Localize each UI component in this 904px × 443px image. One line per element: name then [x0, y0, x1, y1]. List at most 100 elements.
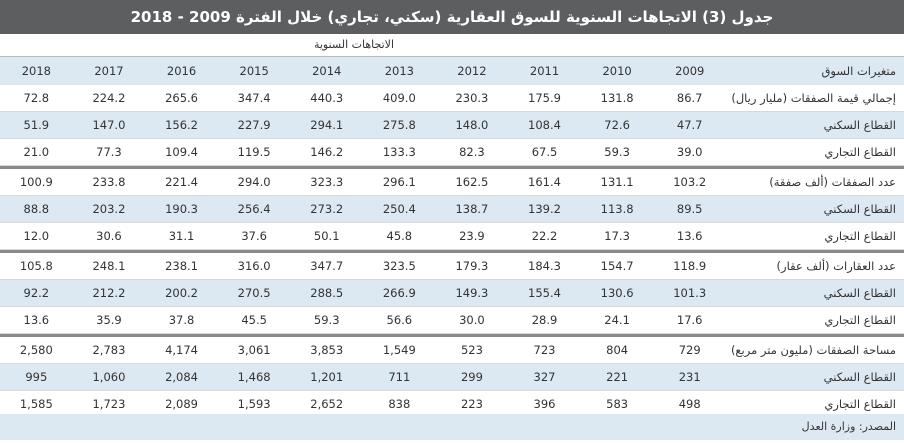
cell-value: 59.3	[290, 306, 364, 334]
cell-value: 1,468	[217, 363, 291, 391]
row-label: القطاع التجاري	[726, 390, 904, 418]
row-label: مساحة الصفقات (مليون متر مربع)	[726, 337, 904, 364]
cell-value: 30.6	[72, 222, 146, 250]
cell-value: 22.2	[508, 222, 581, 250]
cell-value: 294.1	[290, 111, 364, 139]
cell-value: 2,783	[72, 337, 146, 364]
cell-value: 12.0	[0, 222, 73, 250]
cell-value: 3,061	[217, 337, 291, 364]
row-label: القطاع السكني	[726, 363, 904, 391]
year-header: 2016	[145, 56, 218, 85]
separator-cell	[0, 165, 904, 169]
cell-value: 31.1	[145, 222, 218, 250]
cell-value: 89.5	[653, 195, 726, 223]
data-row: القطاع السكني 231 221 327 299 711 1,201 1,468 2,…	[0, 363, 904, 391]
row-label: إجمالي قيمة الصفقات (مليار ريال)	[726, 85, 904, 112]
year-header: 2010	[580, 56, 654, 85]
cell-value: 28.9	[508, 306, 581, 334]
cell-value: 221	[580, 363, 654, 391]
cell-value: 190.3	[145, 195, 218, 223]
year-header: 2018	[0, 56, 73, 85]
cell-value: 101.3	[653, 279, 726, 307]
data-row: إجمالي قيمة الصفقات (مليار ريال) 86.7 131.…	[0, 85, 904, 112]
cell-value: 265.6	[145, 85, 218, 112]
cell-value: 119.5	[217, 138, 291, 166]
cell-value: 23.9	[435, 222, 509, 250]
cell-value: 327	[508, 363, 581, 391]
source-note: المصدر: وزارة العدل	[0, 414, 904, 440]
cell-value: 231	[653, 363, 726, 391]
cell-value: 184.3	[508, 253, 581, 280]
cell-value: 37.6	[217, 222, 291, 250]
cell-value: 347.7	[290, 253, 364, 280]
cell-value: 440.3	[290, 85, 364, 112]
cell-value: 59.3	[580, 138, 654, 166]
cell-value: 45.5	[217, 306, 291, 334]
cell-value: 221.4	[145, 169, 218, 196]
row-label: عدد العقارات (ألف عقار)	[726, 253, 904, 280]
cell-value: 37.8	[145, 306, 218, 334]
cell-value: 108.4	[508, 111, 581, 139]
cell-value: 35.9	[72, 306, 146, 334]
cell-value: 3,853	[290, 337, 364, 364]
cell-value: 1,201	[290, 363, 364, 391]
separator-cell	[0, 333, 904, 337]
year-header: 2009	[653, 56, 726, 85]
cell-value: 288.5	[290, 279, 364, 307]
cell-value: 56.6	[363, 306, 436, 334]
data-row: القطاع السكني 101.3 130.6 155.4 149.3 266.9 28…	[0, 279, 904, 307]
header-row: متغيرات السوق 2009 2010 2011 2012 2013 2014 201…	[0, 56, 904, 85]
cell-value: 161.4	[508, 169, 581, 196]
group-separator	[0, 333, 904, 337]
row-label: القطاع التجاري	[726, 222, 904, 250]
cell-value: 39.0	[653, 138, 726, 166]
cell-value: 266.9	[363, 279, 436, 307]
cell-value: 72.8	[0, 85, 73, 112]
year-header: 2015	[217, 56, 291, 85]
row-label: القطاع السكني	[726, 111, 904, 139]
cell-value: 323.3	[290, 169, 364, 196]
cell-value: 88.8	[0, 195, 73, 223]
cell-value: 139.2	[508, 195, 581, 223]
cell-value: 118.9	[653, 253, 726, 280]
cell-value: 223	[435, 390, 509, 418]
cell-value: 147.0	[72, 111, 146, 139]
year-header: 2017	[72, 56, 146, 85]
data-row: القطاع التجاري 17.6 24.1 28.9 30.0 56.6 59.3 45…	[0, 306, 904, 334]
cell-value: 2,580	[0, 337, 73, 364]
cell-value: 233.8	[72, 169, 146, 196]
cell-value: 130.6	[580, 279, 654, 307]
cell-value: 138.7	[435, 195, 509, 223]
data-table: متغيرات السوق 2009 2010 2011 2012 2013 2014 201…	[0, 56, 904, 418]
cell-value: 804	[580, 337, 654, 364]
row-label: القطاع التجاري	[726, 306, 904, 334]
cell-value: 316.0	[217, 253, 291, 280]
data-row: مساحة الصفقات (مليون متر مربع) 729 804 723 5…	[0, 337, 904, 364]
cell-value: 30.0	[435, 306, 509, 334]
cell-value: 100.9	[0, 169, 73, 196]
cell-value: 200.2	[145, 279, 218, 307]
cell-value: 131.8	[580, 85, 654, 112]
cell-value: 24.1	[580, 306, 654, 334]
cell-value: 13.6	[0, 306, 73, 334]
separator-cell	[0, 249, 904, 253]
cell-value: 155.4	[508, 279, 581, 307]
cell-value: 1,723	[72, 390, 146, 418]
cell-value: 67.5	[508, 138, 581, 166]
cell-value: 729	[653, 337, 726, 364]
cell-value: 4,174	[145, 337, 218, 364]
row-label: القطاع التجاري	[726, 138, 904, 166]
cell-value: 175.9	[508, 85, 581, 112]
cell-value: 17.3	[580, 222, 654, 250]
cell-value: 154.7	[580, 253, 654, 280]
cell-value: 146.2	[290, 138, 364, 166]
group-separator	[0, 165, 904, 169]
subtitle: الاتجاهات السنوية	[313, 38, 394, 51]
cell-value: 256.4	[217, 195, 291, 223]
cell-value: 13.6	[653, 222, 726, 250]
cell-value: 995	[0, 363, 73, 391]
cell-value: 250.4	[363, 195, 436, 223]
cell-value: 131.1	[580, 169, 654, 196]
cell-value: 230.3	[435, 85, 509, 112]
